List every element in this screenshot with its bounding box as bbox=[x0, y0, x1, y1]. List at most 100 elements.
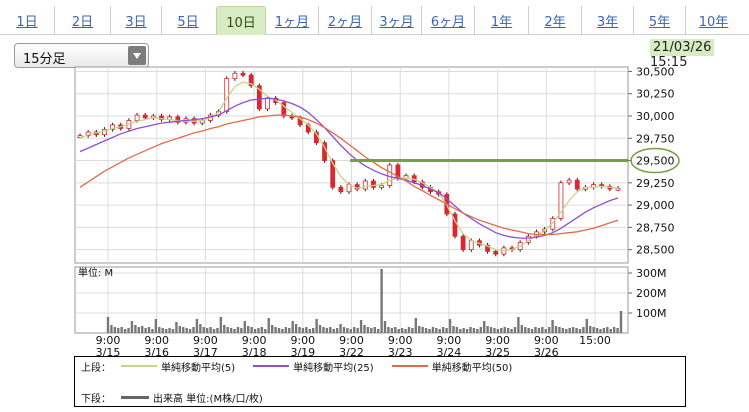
volume-bar bbox=[500, 328, 503, 333]
volume-bar bbox=[370, 328, 373, 333]
price-bar bbox=[216, 111, 221, 116]
chevron-down-icon[interactable] bbox=[128, 46, 146, 65]
volume-bar bbox=[226, 327, 229, 333]
volume-bar bbox=[486, 326, 489, 333]
volume-bar bbox=[612, 327, 616, 333]
price-bar bbox=[460, 235, 466, 251]
price-tick-label: 28,500 bbox=[636, 244, 675, 257]
volume-bar bbox=[325, 328, 329, 333]
volume-bar bbox=[520, 325, 524, 333]
volume-bar bbox=[264, 329, 267, 333]
price-frame bbox=[74, 66, 629, 264]
price-bar bbox=[142, 114, 148, 119]
volume-bar bbox=[394, 327, 397, 333]
legend-ma25-label: 単純移動平均(25) bbox=[293, 362, 374, 374]
time-tick-label: 9:00 bbox=[339, 334, 364, 347]
volume-bar bbox=[510, 329, 513, 333]
price-bar bbox=[591, 184, 596, 188]
volume-bar bbox=[578, 329, 582, 333]
tab-3d[interactable]: 3日 bbox=[111, 6, 162, 34]
legend-volume-swatch bbox=[121, 395, 149, 399]
price-tick-label: 29,250 bbox=[636, 177, 675, 190]
volume-bar bbox=[455, 327, 459, 333]
tab-2m[interactable]: 2ヶ月 bbox=[319, 6, 372, 34]
tab-10d[interactable]: 10日 bbox=[216, 6, 266, 35]
legend-upper-label: 上段： bbox=[81, 362, 111, 374]
tab-6m[interactable]: 6ヶ月 bbox=[422, 6, 475, 34]
volume-bar bbox=[243, 321, 246, 333]
tab-2d[interactable]: 2日 bbox=[55, 6, 111, 34]
volume-bar bbox=[407, 327, 411, 333]
volume-bar bbox=[534, 327, 537, 333]
volume-bar bbox=[281, 329, 284, 333]
volume-bar bbox=[192, 327, 195, 333]
price-bar bbox=[534, 231, 539, 237]
volume-bar bbox=[404, 329, 407, 333]
tab-5y[interactable]: 5年 bbox=[634, 6, 686, 34]
volume-bar bbox=[435, 328, 438, 333]
volume-bar bbox=[599, 329, 602, 333]
volume-bar bbox=[250, 327, 253, 333]
volume-bar bbox=[493, 328, 496, 333]
volume-bar bbox=[130, 321, 134, 333]
price-grid bbox=[74, 66, 629, 264]
price-bar bbox=[248, 74, 254, 87]
price-bar bbox=[468, 240, 474, 251]
volume-bar bbox=[448, 319, 452, 333]
volume-bar bbox=[547, 327, 551, 333]
tab-3y[interactable]: 3年 bbox=[582, 6, 634, 34]
volume-tick-label: 200M bbox=[636, 287, 667, 300]
price-bar bbox=[452, 213, 458, 237]
volume-bar bbox=[441, 327, 445, 333]
volume-bar bbox=[390, 328, 394, 333]
volume-bar bbox=[339, 324, 342, 333]
volume-bar bbox=[418, 326, 421, 333]
tab-10y[interactable]: 10年 bbox=[698, 14, 729, 30]
price-bar bbox=[85, 131, 91, 136]
volume-bar bbox=[414, 318, 417, 333]
volume-bar bbox=[253, 329, 257, 333]
volume-bar bbox=[554, 326, 558, 333]
volume-bar bbox=[373, 327, 376, 333]
volume-bar bbox=[524, 327, 527, 333]
price-bar bbox=[428, 186, 433, 193]
tab-2y[interactable]: 2年 bbox=[529, 6, 582, 34]
price-bar bbox=[297, 117, 303, 126]
moving-average-lines bbox=[79, 81, 619, 252]
volume-bar bbox=[513, 327, 517, 333]
price-bar bbox=[436, 191, 442, 195]
price-bar bbox=[199, 120, 205, 124]
highlight-circle bbox=[630, 147, 680, 174]
tab-1d[interactable]: 1日 bbox=[0, 6, 55, 34]
volume-bar bbox=[376, 329, 380, 333]
price-bar bbox=[150, 115, 156, 119]
price-bar bbox=[419, 181, 425, 188]
interval-select[interactable]: 15分足 bbox=[14, 43, 149, 68]
tab-5d[interactable]: 5日 bbox=[177, 14, 199, 30]
volume-bar bbox=[592, 327, 595, 333]
tab-1m[interactable]: 1ヶ月 bbox=[266, 6, 319, 34]
price-bar bbox=[550, 218, 556, 230]
tab-1y[interactable]: 1年 bbox=[475, 6, 529, 34]
time-tick-label: 9:00 bbox=[388, 334, 413, 347]
volume-bar bbox=[459, 329, 462, 333]
price-bar bbox=[485, 244, 490, 252]
volume-bar bbox=[353, 327, 356, 333]
volume-bar bbox=[164, 329, 168, 333]
volume-bar bbox=[476, 329, 479, 333]
price-bar bbox=[501, 247, 507, 255]
volume-bar bbox=[428, 329, 431, 333]
volume-bar bbox=[154, 319, 158, 333]
volume-bar bbox=[496, 329, 500, 333]
price-bar bbox=[338, 186, 344, 193]
volume-bar bbox=[595, 328, 599, 333]
volume-bars bbox=[106, 269, 623, 333]
volume-bar bbox=[479, 327, 482, 333]
legend-lower-label: 下段： bbox=[81, 393, 111, 405]
volume-bar bbox=[312, 328, 315, 333]
volume-bar bbox=[291, 321, 294, 333]
tab-3m[interactable]: 3ヶ月 bbox=[372, 6, 422, 34]
volume-bar bbox=[346, 328, 349, 333]
volume-bar bbox=[380, 269, 383, 333]
volume-bar bbox=[294, 324, 298, 333]
